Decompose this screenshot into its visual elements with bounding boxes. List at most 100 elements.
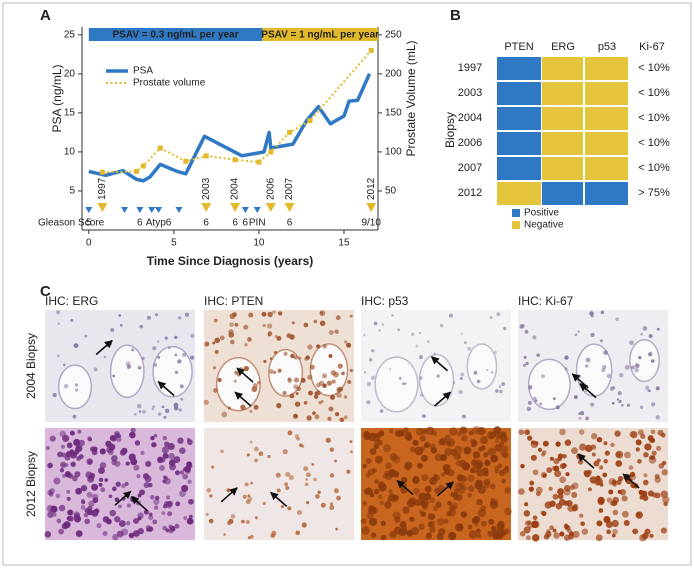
nucleus — [489, 316, 493, 319]
nucleus — [645, 385, 650, 390]
nucleus — [418, 523, 425, 531]
nucleus — [430, 513, 436, 519]
nucleus — [125, 461, 130, 466]
nucleus — [300, 377, 306, 383]
nucleus — [539, 402, 543, 406]
nucleus — [483, 452, 489, 458]
nucleus — [137, 512, 144, 519]
row-year: 2004 — [458, 112, 482, 124]
nucleus — [277, 368, 282, 373]
nucleus — [603, 441, 608, 446]
nucleus — [167, 442, 175, 451]
nucleus — [642, 495, 649, 501]
nucleus — [496, 312, 501, 317]
nucleus — [263, 359, 267, 363]
nucleus — [343, 395, 348, 399]
nucleus — [304, 482, 309, 487]
nucleus — [268, 369, 274, 374]
nucleus — [655, 386, 660, 391]
nucleus — [72, 414, 77, 419]
nucleus — [598, 508, 604, 513]
nucleus — [80, 505, 86, 510]
biopsy-marker — [366, 203, 377, 212]
nucleus — [98, 477, 104, 483]
nucleus — [80, 484, 88, 492]
nucleus — [661, 469, 668, 476]
nucleus — [212, 341, 216, 345]
volume-point — [183, 158, 189, 164]
nucleus — [187, 479, 192, 484]
nucleus — [243, 324, 249, 330]
nucleus — [102, 531, 108, 537]
nucleus — [179, 490, 186, 498]
psa-line — [88, 73, 372, 183]
biopsy-marker — [121, 207, 129, 213]
nucleus — [446, 440, 452, 447]
nucleus — [467, 524, 473, 530]
nucleus — [111, 455, 118, 462]
nucleus — [474, 522, 479, 527]
nucleus — [528, 486, 534, 492]
nucleus — [57, 322, 61, 325]
nucleus — [88, 437, 93, 442]
nucleus — [245, 519, 250, 525]
nucleus — [295, 392, 299, 396]
biopsy-marker — [230, 203, 241, 212]
nucleus — [112, 534, 119, 541]
nucleus — [501, 478, 507, 484]
nucleus — [143, 482, 150, 489]
nucleus — [577, 374, 581, 379]
nucleus — [461, 414, 466, 419]
nucleus — [615, 450, 624, 459]
nucleus — [490, 454, 498, 463]
nucleus — [459, 426, 468, 435]
y2-tick-label: 150 — [385, 108, 402, 119]
nucleus — [373, 488, 380, 495]
nucleus — [476, 533, 482, 539]
nucleus — [178, 408, 182, 412]
nucleus — [648, 389, 652, 393]
nucleus — [436, 533, 444, 541]
volume-point — [140, 163, 146, 169]
arrow — [114, 490, 132, 506]
gleason-score: 6 — [232, 218, 238, 229]
nucleus — [453, 488, 460, 494]
volume-point — [157, 145, 163, 151]
nucleus — [367, 490, 374, 496]
nucleus — [368, 358, 373, 362]
ki67-value: < 10% — [638, 62, 670, 74]
nucleus — [448, 313, 453, 318]
nucleus — [114, 460, 121, 467]
nucleus — [473, 370, 478, 375]
nucleus — [431, 430, 438, 436]
y2-tick-label: 50 — [385, 186, 397, 197]
nucleus — [429, 497, 435, 503]
nucleus — [368, 506, 377, 515]
nucleus — [573, 503, 578, 509]
band — [88, 28, 263, 41]
nucleus — [446, 510, 452, 517]
nucleus — [640, 433, 646, 439]
nucleus — [599, 339, 603, 343]
nucleus — [600, 310, 605, 315]
nucleus — [554, 470, 562, 478]
nucleus — [73, 511, 81, 518]
nucleus — [460, 332, 463, 335]
nucleus — [249, 440, 253, 444]
nucleus — [56, 354, 60, 358]
nucleus — [443, 466, 449, 472]
nucleus — [434, 453, 443, 462]
nucleus — [75, 530, 83, 538]
micrograph — [204, 428, 354, 540]
nucleus — [276, 402, 282, 409]
nucleus — [467, 346, 472, 351]
nucleus — [617, 391, 622, 396]
biopsy-marker — [85, 207, 93, 213]
nucleus — [475, 528, 481, 534]
nucleus — [373, 439, 381, 446]
gleason-score: 9/10 — [361, 218, 381, 229]
nucleus — [609, 386, 614, 391]
nucleus — [494, 438, 500, 444]
nucleus — [524, 502, 529, 507]
